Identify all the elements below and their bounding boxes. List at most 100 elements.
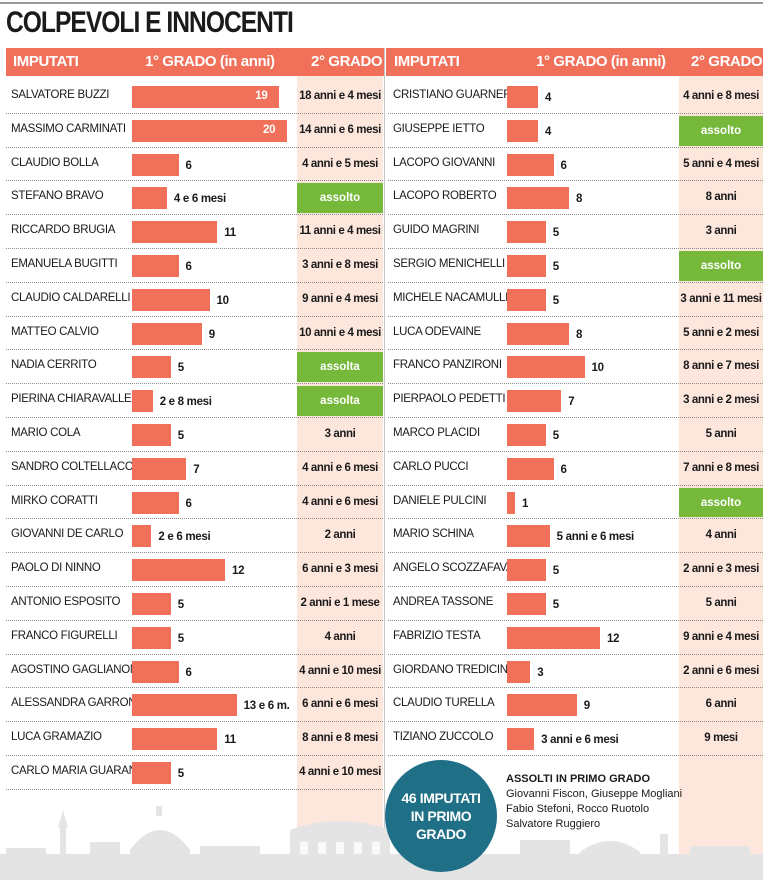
grado2-column-bg-right	[679, 76, 763, 880]
absolved-line: Salvatore Ruggiero	[506, 818, 601, 830]
appeal-verdict: 4 anni e 8 mesi	[683, 89, 759, 102]
sentence-bar	[507, 153, 554, 176]
defendant-name: MICHELE NACAMULLI	[393, 291, 509, 304]
sentence-label: 5	[552, 598, 559, 611]
row-separator	[6, 687, 383, 689]
appeal-verdict: 5 anni	[705, 427, 737, 440]
row-separator	[6, 484, 383, 486]
sentence-bar	[132, 761, 171, 784]
appeal-acquitted-box: assolto	[679, 251, 763, 281]
sentence-bar	[132, 525, 152, 548]
appeal-acquitted-box: assolto	[679, 115, 763, 146]
top-rule	[0, 2, 763, 4]
sentence-label: 8	[576, 328, 583, 341]
appeal-verdict: 5 anni e 2 mesi	[683, 326, 759, 339]
defendant-name: ALESSANDRA GARRONE	[11, 697, 144, 710]
sentence-bar	[507, 592, 546, 615]
appeal-acquitted-box: assolta	[297, 352, 383, 383]
row-separator	[6, 214, 383, 216]
row-separator	[388, 383, 763, 385]
sentence-bar	[132, 626, 171, 649]
appeal-verdict: 4 anni e 6 mesi	[302, 495, 378, 508]
sentence-label: 5	[552, 260, 559, 273]
appeal-verdict: 14 anni e 6 mesi	[299, 123, 381, 136]
appeal-verdict: 8 anni e 8 mesi	[302, 732, 378, 745]
defendant-name: AGOSTINO GAGLIANONE	[11, 663, 146, 676]
defendant-name: RICCARDO BRUGIA	[11, 224, 116, 237]
appeal-verdict: 5 anni e 4 mesi	[683, 157, 759, 170]
defendant-name: GIORDANO TREDICINE	[393, 663, 516, 676]
absolved-note: ASSOLTI IN PRIMO GRADO Giovanni Fiscon, …	[506, 772, 682, 832]
sentence-bar	[507, 254, 546, 277]
header-grado1: 1° GRADO (in anni)	[536, 53, 666, 70]
sentence-label: 5 anni e 6 mesi	[556, 531, 635, 544]
appeal-verdict: 11 anni e 4 mesi	[299, 225, 381, 238]
row-separator	[6, 180, 383, 182]
row-separator	[6, 315, 383, 317]
badge-line2: IN PRIMO GRADO	[410, 808, 472, 842]
row-separator	[6, 281, 383, 283]
appeal-verdict: 2 anni e 6 mesi	[683, 664, 759, 677]
row-separator	[6, 112, 383, 114]
sentence-bar	[132, 694, 237, 717]
defendant-name: LACOPO GIOVANNI	[393, 156, 496, 169]
appeal-acquitted-box: assolta	[297, 386, 383, 416]
total-defendants-badge: 46 IMPUTATI IN PRIMO GRADO	[385, 760, 497, 872]
row-separator	[388, 180, 763, 182]
sentence-label: 19	[255, 89, 268, 102]
defendant-name: LUCA GRAMAZIO	[11, 731, 102, 744]
sentence-bar	[132, 119, 287, 142]
sentence-label: 5	[177, 598, 184, 611]
sentence-label: 4 e 6 mesi	[173, 193, 226, 206]
sentence-bar	[507, 694, 577, 717]
appeal-verdict: 5 anni	[705, 596, 737, 609]
appeal-verdict: assolta	[320, 395, 360, 408]
defendant-name: GIUSEPPE IETTO	[393, 122, 485, 135]
defendant-name: STEFANO BRAVO	[11, 190, 104, 203]
appeal-verdict: 3 anni e 2 mesi	[683, 394, 759, 407]
sentence-label: 8	[576, 193, 583, 206]
header-imputati: IMPUTATI	[394, 53, 460, 70]
defendant-name: FRANCO PANZIRONI	[393, 359, 502, 372]
sentence-bar	[132, 559, 225, 582]
row-separator	[388, 552, 763, 554]
sentence-bar	[132, 592, 171, 615]
sentence-label: 7	[193, 463, 200, 476]
appeal-verdict: 2 anni e 3 mesi	[683, 563, 759, 576]
appeal-verdict: 6 anni e 3 mesi	[302, 563, 378, 576]
row-separator	[388, 281, 763, 283]
sentence-label: 1	[522, 497, 529, 510]
defendant-name: ANTONIO ESPOSITO	[11, 595, 121, 608]
row-separator	[388, 112, 763, 114]
appeal-verdict: 3 anni	[324, 427, 356, 440]
defendant-name: PIERINA CHIARAVALLE	[11, 393, 132, 406]
defendant-name: MARCO PLACIDI	[393, 426, 480, 439]
defendant-name: CLAUDIO CALDARELLI	[11, 291, 131, 304]
defendant-name: CARLO PUCCI	[393, 460, 469, 473]
sentence-label: 4	[545, 91, 552, 104]
row-separator	[6, 653, 383, 655]
header-right: IMPUTATI 1° GRADO (in anni) 2° GRADO	[386, 48, 763, 76]
defendant-name: CRISTIANO GUARNERA	[393, 88, 519, 101]
defendant-name: ANGELO SCOZZAFAVA	[393, 562, 514, 575]
defendant-name: GIOVANNI DE CARLO	[11, 528, 124, 541]
sentence-bar	[132, 660, 179, 683]
row-separator	[6, 586, 383, 587]
row-separator	[388, 417, 763, 418]
sentence-label: 10	[591, 362, 605, 375]
sentence-label: 11	[224, 734, 236, 747]
sentence-bar	[132, 85, 280, 108]
appeal-verdict: 18 anni e 4 mesi	[299, 89, 381, 102]
row-separator	[388, 484, 763, 486]
sentence-label: 6	[560, 159, 567, 172]
appeal-verdict: 2 anni	[324, 529, 356, 542]
sentence-bar	[132, 423, 171, 446]
sentence-label: 12	[607, 632, 620, 645]
defendant-name: MASSIMO CARMINATI	[11, 122, 126, 135]
sentence-bar	[507, 457, 554, 480]
appeal-verdict: assolto	[700, 260, 742, 272]
sentence-bar	[132, 728, 218, 751]
defendant-name: LACOPO ROBERTO	[393, 190, 497, 203]
sentence-bar	[507, 85, 538, 108]
sentence-label: 6	[185, 666, 192, 679]
